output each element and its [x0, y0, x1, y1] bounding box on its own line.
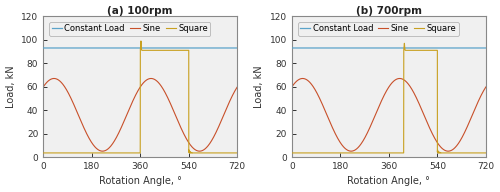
X-axis label: Rotation Angle, °: Rotation Angle, °	[99, 176, 182, 186]
Legend: Constant Load, Sine, Square: Constant Load, Sine, Square	[298, 22, 459, 36]
Y-axis label: Load, kN: Load, kN	[6, 65, 16, 108]
Title: (b) 700rpm: (b) 700rpm	[356, 6, 422, 16]
Legend: Constant Load, Sine, Square: Constant Load, Sine, Square	[50, 22, 210, 36]
Title: (a) 100rpm: (a) 100rpm	[108, 6, 173, 16]
X-axis label: Rotation Angle, °: Rotation Angle, °	[348, 176, 430, 186]
Y-axis label: Load, kN: Load, kN	[254, 65, 264, 108]
